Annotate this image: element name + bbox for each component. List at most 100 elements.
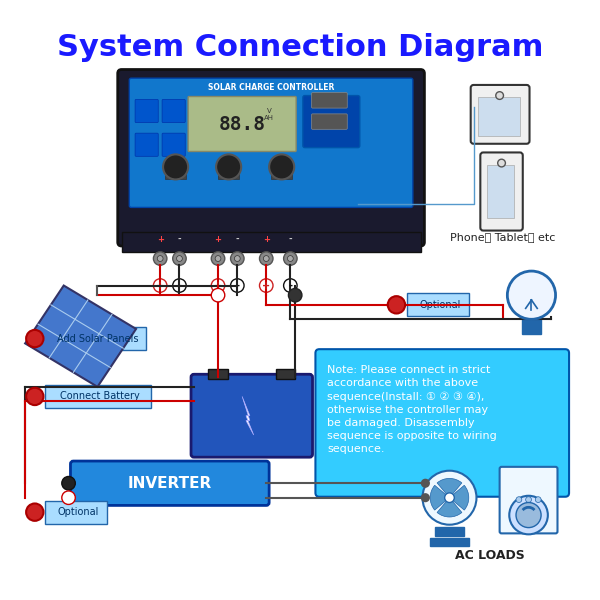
FancyBboxPatch shape — [70, 461, 269, 505]
Circle shape — [509, 496, 548, 535]
Circle shape — [173, 279, 186, 292]
Text: V
AH: V AH — [264, 109, 274, 121]
Circle shape — [535, 497, 541, 503]
Text: Note: Please connect in strict
accordance with the above
sequence(Install: ① ② ③: Note: Please connect in strict accordanc… — [327, 365, 497, 454]
FancyBboxPatch shape — [46, 385, 151, 408]
Circle shape — [422, 470, 476, 524]
Circle shape — [284, 279, 297, 292]
FancyBboxPatch shape — [162, 100, 185, 122]
FancyBboxPatch shape — [118, 70, 424, 246]
FancyBboxPatch shape — [430, 538, 469, 546]
Text: 4: 4 — [31, 507, 38, 517]
Circle shape — [26, 330, 43, 347]
Text: +: + — [64, 493, 73, 503]
Text: 88.8: 88.8 — [218, 115, 266, 134]
Text: -: - — [67, 478, 71, 488]
Circle shape — [422, 479, 429, 487]
Text: -: - — [289, 281, 292, 290]
FancyBboxPatch shape — [218, 170, 239, 179]
Text: SOLAR CHARGE CONTROLLER: SOLAR CHARGE CONTROLLER — [208, 83, 334, 92]
Circle shape — [26, 388, 43, 405]
Text: +: + — [215, 235, 221, 244]
Circle shape — [163, 154, 188, 179]
FancyBboxPatch shape — [316, 349, 569, 497]
Wedge shape — [449, 485, 469, 510]
FancyBboxPatch shape — [522, 319, 541, 334]
Circle shape — [62, 476, 76, 490]
Text: +: + — [262, 281, 271, 290]
Circle shape — [516, 497, 522, 503]
Text: -: - — [178, 281, 181, 290]
Polygon shape — [25, 286, 136, 387]
Circle shape — [173, 252, 186, 265]
FancyBboxPatch shape — [500, 467, 557, 533]
FancyBboxPatch shape — [191, 374, 313, 457]
Text: +: + — [263, 235, 270, 244]
FancyBboxPatch shape — [481, 152, 523, 230]
Circle shape — [259, 252, 273, 265]
FancyBboxPatch shape — [303, 95, 360, 148]
Circle shape — [26, 503, 43, 521]
Circle shape — [216, 154, 241, 179]
Circle shape — [445, 493, 454, 503]
Circle shape — [516, 503, 541, 527]
FancyBboxPatch shape — [435, 527, 464, 536]
Circle shape — [62, 491, 76, 505]
FancyBboxPatch shape — [135, 133, 158, 157]
Text: -: - — [293, 290, 297, 300]
Circle shape — [259, 279, 273, 292]
Text: INVERTER: INVERTER — [128, 476, 212, 491]
Circle shape — [526, 497, 532, 503]
Circle shape — [211, 252, 225, 265]
Text: 3: 3 — [393, 300, 400, 310]
Circle shape — [388, 296, 405, 314]
Circle shape — [263, 256, 269, 262]
Circle shape — [284, 252, 297, 265]
Text: Connect Battery: Connect Battery — [59, 391, 139, 401]
Circle shape — [422, 494, 429, 502]
Circle shape — [508, 271, 556, 319]
FancyBboxPatch shape — [122, 232, 421, 252]
Text: +: + — [156, 281, 164, 290]
Text: +: + — [214, 290, 222, 300]
Text: Optional: Optional — [58, 507, 99, 517]
FancyBboxPatch shape — [478, 97, 520, 136]
FancyBboxPatch shape — [46, 327, 146, 350]
Text: Optional: Optional — [419, 300, 461, 310]
FancyBboxPatch shape — [208, 370, 227, 379]
Circle shape — [176, 256, 182, 262]
Circle shape — [211, 289, 225, 302]
Circle shape — [215, 256, 221, 262]
FancyBboxPatch shape — [311, 92, 347, 108]
Text: System Connection Diagram: System Connection Diagram — [57, 33, 543, 62]
FancyBboxPatch shape — [487, 165, 514, 218]
FancyBboxPatch shape — [407, 293, 469, 316]
Text: -: - — [289, 235, 292, 244]
Text: -: - — [178, 235, 181, 244]
Text: Phone， Tablet， etc: Phone， Tablet， etc — [450, 232, 555, 242]
Circle shape — [211, 279, 225, 292]
Circle shape — [287, 256, 293, 262]
Circle shape — [230, 279, 244, 292]
Circle shape — [230, 252, 244, 265]
Text: 2: 2 — [31, 334, 38, 344]
FancyBboxPatch shape — [271, 170, 292, 179]
Circle shape — [496, 92, 503, 100]
Text: -: - — [236, 235, 239, 244]
Circle shape — [154, 252, 167, 265]
Text: +: + — [214, 281, 222, 290]
Wedge shape — [437, 478, 462, 497]
FancyBboxPatch shape — [165, 170, 186, 179]
Polygon shape — [242, 397, 254, 435]
Text: AC LOADS: AC LOADS — [455, 549, 525, 562]
FancyBboxPatch shape — [130, 78, 413, 208]
Circle shape — [497, 159, 505, 167]
Circle shape — [269, 154, 294, 179]
Circle shape — [157, 256, 163, 262]
Circle shape — [235, 256, 240, 262]
FancyBboxPatch shape — [135, 100, 158, 122]
FancyBboxPatch shape — [311, 114, 347, 130]
Wedge shape — [430, 485, 449, 510]
Wedge shape — [437, 497, 462, 517]
FancyBboxPatch shape — [470, 85, 530, 144]
